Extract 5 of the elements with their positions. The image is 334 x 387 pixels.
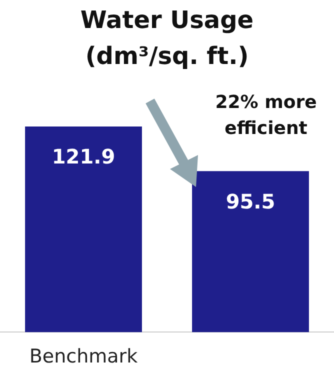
data-label: 95.5	[226, 189, 276, 214]
data-label: 121.9	[52, 144, 116, 169]
x-tick-label: Benchmark	[29, 346, 138, 368]
chart-title: Water Usage (dm³/sq. ft.)	[79, 5, 255, 72]
annotation: 22% more efficient	[214, 91, 318, 141]
